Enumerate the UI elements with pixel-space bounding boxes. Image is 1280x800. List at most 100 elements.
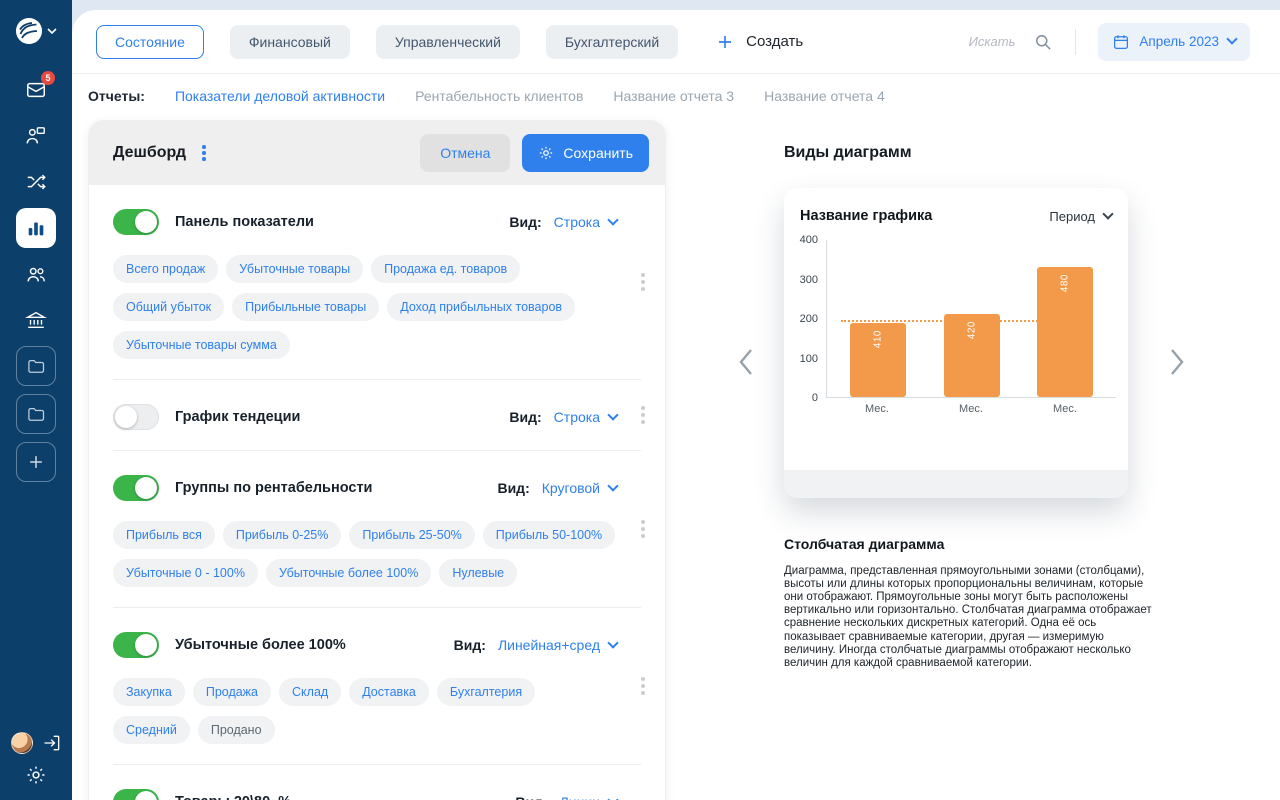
- chip[interactable]: Прибыль 50-100%: [482, 521, 616, 549]
- sidebar-item-bank[interactable]: [16, 300, 56, 340]
- reports-row: Отчеты: Показатели деловой активности Рен…: [72, 74, 1280, 120]
- chip[interactable]: Всего продаж: [113, 255, 219, 283]
- period-selector[interactable]: Апрель 2023: [1098, 22, 1250, 61]
- bar[interactable]: 420: [943, 313, 1000, 397]
- dashboard-menu-icon[interactable]: [202, 145, 206, 161]
- chip[interactable]: Продажа ед. товаров: [371, 255, 521, 283]
- chart-card-header: Название графика Период: [784, 188, 1128, 230]
- presenter-icon: [26, 127, 45, 144]
- chip[interactable]: Продано: [197, 716, 275, 744]
- chip[interactable]: Бухгалтерия: [436, 678, 536, 706]
- toolbar-divider: [1075, 28, 1077, 55]
- chevron-left-icon[interactable]: [738, 348, 754, 376]
- chip[interactable]: Общий убыток: [113, 293, 225, 321]
- toggle-switch[interactable]: [113, 475, 159, 501]
- report-type-tabs: Состояние Финансовый Управленческий Бухгалт…: [96, 24, 679, 59]
- toggle-switch[interactable]: [113, 632, 159, 658]
- tab[interactable]: Управленческий: [375, 24, 520, 59]
- report-link[interactable]: Название отчета 3: [613, 88, 735, 104]
- view-dropdown[interactable]: Строка: [554, 213, 619, 230]
- chip[interactable]: Прибыльные товары: [232, 293, 380, 321]
- cancel-button[interactable]: Отмена: [420, 134, 511, 172]
- report-link[interactable]: Рентабельность клиентов: [415, 88, 584, 104]
- chip[interactable]: Убыточные более 100%: [265, 559, 432, 587]
- chevron-down-icon: [607, 636, 619, 649]
- settings-icon[interactable]: [25, 764, 47, 786]
- workspace-switcher[interactable]: [15, 18, 57, 44]
- bar[interactable]: 410: [849, 323, 906, 397]
- chip[interactable]: Средний: [113, 716, 190, 744]
- save-button[interactable]: Сохранить: [522, 134, 649, 172]
- chip[interactable]: Доход прибыльных товаров: [387, 293, 576, 321]
- section-menu-icon[interactable]: [637, 402, 649, 428]
- chip[interactable]: Убыточные товары сумма: [113, 331, 290, 359]
- search-control[interactable]: Искать: [969, 32, 1054, 52]
- tab[interactable]: Состояние: [96, 24, 204, 59]
- chevron-down-icon: [607, 213, 619, 226]
- folder-2-icon: [28, 407, 45, 421]
- chart-types-title: Виды диаграмм: [784, 144, 912, 161]
- section-divider: [113, 607, 641, 608]
- chart-card-footer: [784, 470, 1128, 498]
- view-label: Вид:: [453, 637, 486, 653]
- toggle-switch[interactable]: [113, 789, 159, 800]
- view-dropdown[interactable]: Линии: [560, 793, 619, 800]
- x-labels: Мес. Мес. Мес.: [826, 403, 1116, 415]
- section-menu-icon[interactable]: [637, 673, 649, 699]
- chip[interactable]: Склад: [279, 678, 342, 706]
- section-title: Панель показатели: [175, 214, 314, 230]
- toggle-switch[interactable]: [113, 404, 159, 430]
- chevron-down-icon: [607, 793, 619, 800]
- view-label: Вид:: [509, 409, 542, 425]
- chip[interactable]: Прибыль 0-25%: [222, 521, 342, 549]
- sidebar-item-clients[interactable]: [16, 254, 56, 294]
- y-tick-label: 200: [799, 313, 818, 325]
- chip[interactable]: Убыточные товары: [226, 255, 364, 283]
- chip[interactable]: Доставка: [349, 678, 429, 706]
- view-dropdown[interactable]: Круговой: [542, 479, 619, 496]
- tab[interactable]: Финансовый: [229, 24, 350, 59]
- report-link[interactable]: Показатели деловой активности: [174, 88, 386, 104]
- view-dropdown[interactable]: Линейная+сред: [498, 636, 619, 653]
- plot-row: 400 300 200 100 0 410 420 480: [784, 230, 1128, 404]
- page-background: Состояние Финансовый Управленческий Бухгалт…: [72, 0, 1280, 800]
- content-area: Дешборд Отмена Сохранить Панель показате…: [72, 120, 1280, 800]
- view-dropdown[interactable]: Строка: [554, 408, 619, 425]
- sidebar-item-analytics[interactable]: [16, 208, 56, 248]
- section-menu-icon[interactable]: [637, 516, 649, 542]
- section-divider: [113, 764, 641, 765]
- chip[interactable]: Прибыль 25-50%: [349, 521, 475, 549]
- chip[interactable]: Убыточные 0 - 100%: [113, 559, 258, 587]
- chart-period-label: Период: [1049, 208, 1095, 224]
- dashboard-title: Дешборд: [113, 144, 187, 161]
- sidebar-item-add[interactable]: [16, 442, 56, 482]
- tab[interactable]: Бухгалтерский: [545, 24, 679, 59]
- chart-period-dropdown[interactable]: Период: [1049, 207, 1114, 224]
- chevron-right-icon[interactable]: [1169, 348, 1185, 376]
- create-button[interactable]: Создать: [716, 33, 803, 51]
- chip[interactable]: Продажа: [192, 678, 272, 706]
- report-link[interactable]: Название отчета 4: [764, 88, 885, 104]
- add-icon: [30, 456, 42, 468]
- sidebar-item-folder-2[interactable]: [16, 394, 56, 434]
- sidebar-item-presentations[interactable]: [16, 116, 56, 156]
- chip[interactable]: Закупка: [113, 678, 185, 706]
- sidebar-item-flows[interactable]: [16, 162, 56, 202]
- sidebar-item-folder-1[interactable]: [16, 346, 56, 386]
- toggle-switch[interactable]: [113, 209, 159, 235]
- dashboard-section: Товары 20\80, %Вид:ЛинииЗакупкаПродажаСк…: [89, 765, 665, 800]
- avatar[interactable]: [10, 732, 33, 754]
- bar[interactable]: 480: [1037, 266, 1094, 397]
- sidebar-item-inbox[interactable]: 5: [16, 70, 56, 110]
- x-tick-label: Мес.: [959, 403, 983, 415]
- chart-preview-card: Название графика Период 400 300 200 100 0 41…: [784, 188, 1128, 498]
- y-tick-label: 400: [799, 234, 818, 246]
- section-divider: [113, 379, 641, 380]
- create-label: Создать: [746, 33, 804, 50]
- chip[interactable]: Прибыль вся: [113, 521, 215, 549]
- chip[interactable]: Нулевые: [439, 559, 518, 587]
- logout-icon[interactable]: [42, 733, 62, 753]
- dashboard-section: Убыточные более 100% Вид: Линейная+сред Зак…: [89, 608, 665, 764]
- section-menu-icon[interactable]: [637, 269, 649, 295]
- plus-icon: [719, 35, 732, 48]
